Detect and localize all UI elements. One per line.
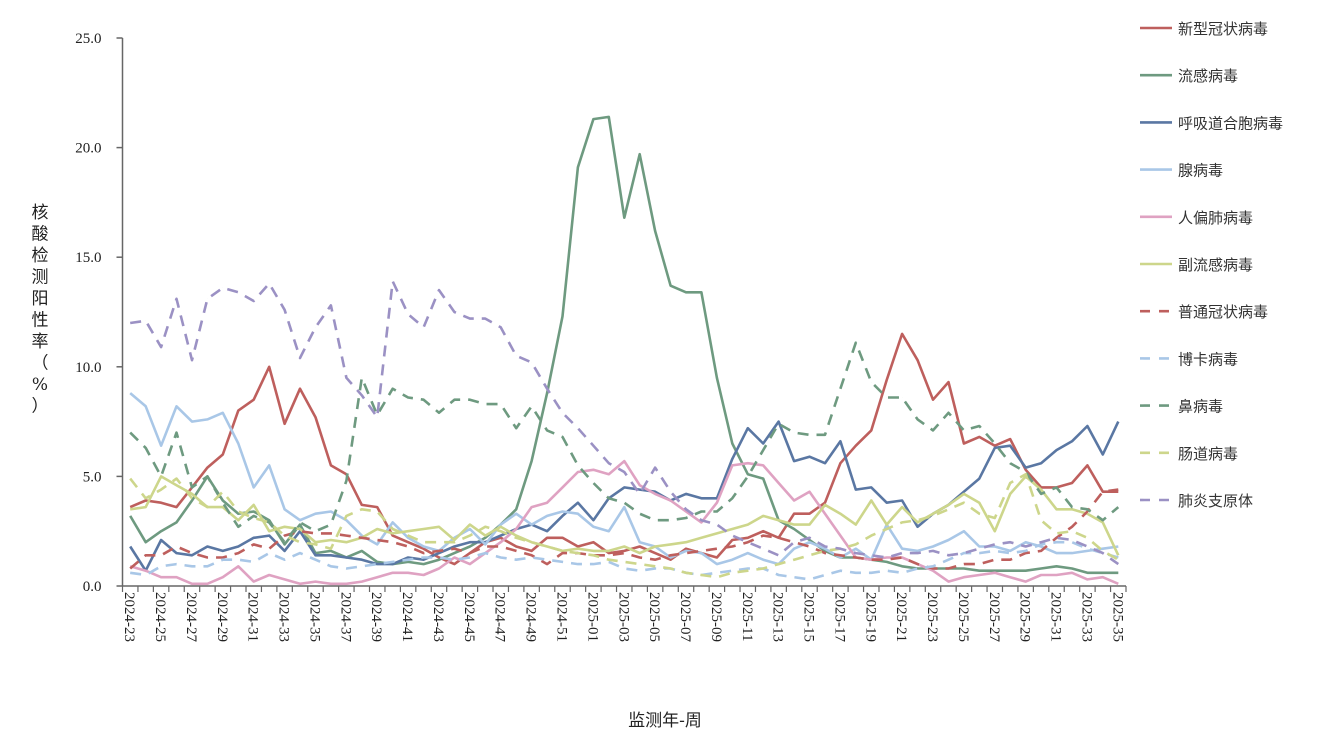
y-axis-title-char: （ <box>32 354 49 374</box>
series-line <box>129 392 1119 566</box>
series-line <box>130 540 1119 581</box>
legend-label: 肠道病毒 <box>1178 445 1238 463</box>
legend-label: 流感病毒 <box>1178 67 1238 85</box>
x-tick-label: 2024-39 <box>368 592 384 642</box>
legend-label: 肺炎支原体 <box>1178 492 1253 510</box>
x-tick-label: 2025-15 <box>801 592 817 642</box>
legend-label: 人偏肺病毒 <box>1178 209 1253 227</box>
series-line <box>129 115 1119 575</box>
y-axis-title-char: 性 <box>32 311 49 331</box>
legend-label: 新型冠状病毒 <box>1178 20 1268 38</box>
x-tick-label: 2025-25 <box>955 592 971 642</box>
y-axis-title-char: 阳 <box>32 289 49 309</box>
y-tick-label: 5.0 <box>83 469 102 485</box>
legend-label: 腺病毒 <box>1178 162 1223 180</box>
series-line <box>129 472 1119 579</box>
y-axis-title-char: 率 <box>32 332 49 352</box>
legend-label: 鼻病毒 <box>1178 398 1223 416</box>
x-tick-label: 2025-21 <box>893 592 909 642</box>
x-tick-label: 2025-17 <box>831 592 847 642</box>
x-tick-label: 2024-47 <box>492 592 508 642</box>
legend-label: 呼吸道合胞病毒 <box>1178 114 1283 132</box>
x-tick-label: 2025-23 <box>924 592 940 642</box>
legend: 新型冠状病毒流感病毒呼吸道合胞病毒腺病毒人偏肺病毒副流感病毒普通冠状病毒博卡病毒… <box>1140 20 1283 510</box>
series-8 <box>129 341 1120 544</box>
y-tick-label: 0.0 <box>83 579 102 595</box>
x-axis-title: 监测年-周 <box>628 711 702 731</box>
x-tick-label: 2025-01 <box>584 592 600 642</box>
series-line <box>129 488 1119 570</box>
x-tick-label: 2025-19 <box>862 592 878 642</box>
x-tick-label: 2025-35 <box>1109 592 1125 642</box>
series-1 <box>129 115 1119 575</box>
y-axis-title-char: ） <box>32 397 49 417</box>
x-tick-label: 2025-05 <box>646 592 662 642</box>
legend-label: 普通冠状病毒 <box>1178 303 1268 321</box>
legend-label: 副流感病毒 <box>1178 256 1253 274</box>
x-tick-label: 2025-03 <box>615 592 631 642</box>
series-10 <box>130 279 1120 566</box>
x-tick-label: 2024-45 <box>461 592 477 642</box>
x-tick-label: 2024-35 <box>306 592 322 642</box>
x-tick-label: 2025-09 <box>708 592 724 642</box>
y-tick-label: 10.0 <box>75 360 101 376</box>
x-tick-label: 2025-11 <box>739 592 755 641</box>
x-tick-label: 2024-41 <box>399 592 415 642</box>
x-tick-label: 2025-27 <box>986 592 1002 642</box>
x-tick-label: 2024-49 <box>523 592 539 642</box>
x-tick-label: 2025-31 <box>1048 592 1064 642</box>
y-axis-title-char: 测 <box>32 268 49 288</box>
y-tick-label: 20.0 <box>75 141 101 157</box>
axes: 0.0 5.0 10.0 15.0 20.0 25.0 2024-23 2024-25 2024… <box>75 31 1127 642</box>
x-tick-label: 2024-29 <box>214 592 230 642</box>
series-line <box>129 341 1120 544</box>
x-tick-label: 2025-33 <box>1078 592 1094 642</box>
x-tick-label: 2024-51 <box>553 592 569 642</box>
x-tick-label: 2024-23 <box>121 592 137 642</box>
y-tick-label: 15.0 <box>75 250 101 266</box>
series-3 <box>129 392 1119 566</box>
y-axis-title-char: 核 <box>32 203 49 223</box>
x-tick-label: 2024-31 <box>245 592 261 642</box>
plot-area <box>129 115 1120 586</box>
x-tick-label: 2024-37 <box>337 592 353 642</box>
x-tick-label: 2024-25 <box>152 592 168 642</box>
series-4 <box>129 459 1119 586</box>
y-axis-title-char: 检 <box>32 246 49 266</box>
x-tick-label: 2024-43 <box>430 592 446 642</box>
series-line <box>130 279 1120 566</box>
series-7 <box>130 540 1119 581</box>
y-axis-title-char: 酸 <box>32 225 49 245</box>
x-tick-label: 2025-07 <box>677 592 693 642</box>
x-tick-label: 2024-33 <box>276 592 292 642</box>
series-9 <box>129 472 1119 579</box>
x-tick-label: 2025-29 <box>1017 592 1033 642</box>
y-tick-label: 25.0 <box>75 31 101 47</box>
x-tick-label: 2024-27 <box>183 592 199 642</box>
x-tick-label: 2025-13 <box>770 592 786 642</box>
y-axis-title-char: % <box>32 375 48 395</box>
legend-label: 博卡病毒 <box>1178 350 1238 368</box>
